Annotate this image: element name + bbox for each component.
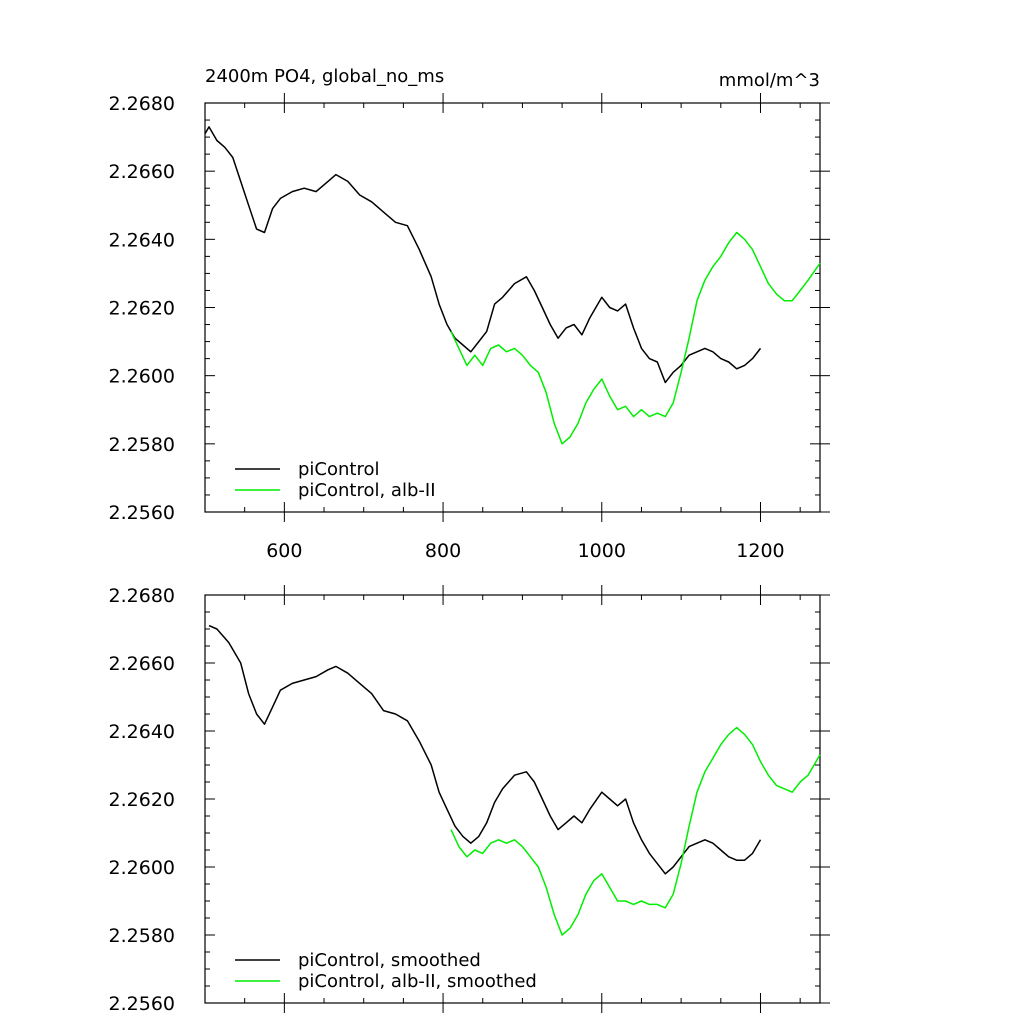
x-tick-label: 1200	[736, 540, 784, 562]
y-tick-label: 2.2660	[109, 653, 175, 675]
chart-title: 2400m PO4, global_no_ms	[205, 66, 444, 87]
y-tick-label: 2.2660	[109, 161, 175, 183]
legend-label: piControl, alb-II	[298, 480, 436, 501]
plot-frame	[204, 594, 821, 1004]
y-tick-label: 2.2560	[109, 502, 175, 524]
y-tick-label: 2.2640	[109, 721, 175, 743]
plot-frame	[204, 102, 821, 513]
bottom-panel: 2.2560 2.2580 2.2600 2.2620 2.2640 2.2660 2.26…	[109, 585, 830, 1015]
top-panel: 600 800 1000 1200 2.2560 2.2580 2.2600 2.2620 2.…	[109, 93, 830, 562]
y-tick-label: 2.2640	[109, 229, 175, 251]
y-tick-label: 2.2620	[109, 789, 175, 811]
units-label: mmol/m^3	[719, 70, 820, 91]
y-tick-label: 2.2560	[109, 993, 175, 1015]
series-line	[208, 624, 762, 875]
x-tick-label: 800	[425, 540, 461, 562]
legend-label: piControl	[298, 459, 380, 480]
legend-label: piControl, alb-II, smoothed	[298, 971, 537, 992]
y-tick-label: 2.2600	[109, 366, 175, 388]
y-tick-label: 2.2680	[109, 93, 175, 115]
y-tick-label: 2.2680	[109, 585, 175, 607]
x-tick-label: 600	[266, 540, 302, 562]
y-tick-label: 2.2580	[109, 434, 175, 456]
series-line	[450, 231, 821, 445]
y-tick-label: 2.2620	[109, 298, 175, 320]
series-line	[204, 126, 762, 384]
series-line	[450, 726, 821, 936]
y-tick-label: 2.2580	[109, 925, 175, 947]
x-tick-label: 1000	[578, 540, 626, 562]
y-tick-label: 2.2600	[109, 857, 175, 879]
legend-label: piControl, smoothed	[298, 950, 481, 971]
